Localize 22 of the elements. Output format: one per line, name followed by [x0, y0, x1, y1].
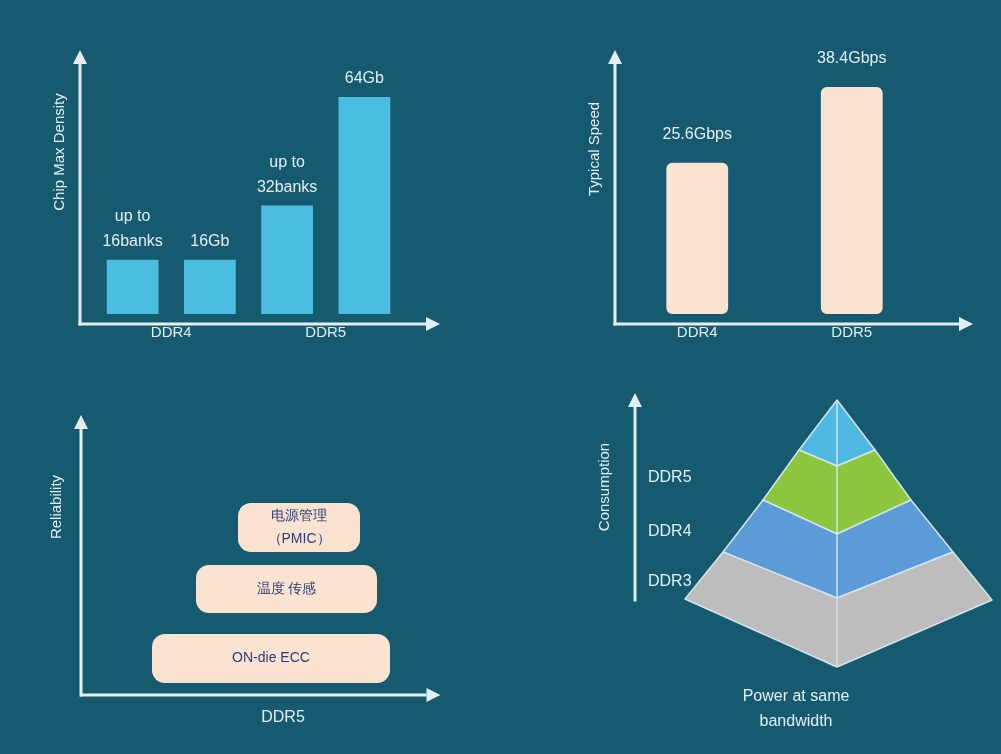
x-tick-label: DDR5 [305, 323, 347, 341]
x-tick-label: DDR5 [831, 323, 873, 341]
text: Consumption [595, 442, 613, 532]
y-axis-title: Chip Max Density [50, 92, 68, 211]
text: DDR5 [648, 468, 692, 486]
text: 电源管理（PMIC） [267, 506, 331, 546]
text: Power at same bandwidth [742, 687, 850, 730]
data-label: 16Gb [190, 232, 230, 250]
y-axis-title: Typical Speed [585, 101, 603, 197]
text: ON-die ECC [232, 649, 310, 666]
data-label: 25.6Gbps [662, 125, 732, 143]
text: Reliability [47, 474, 65, 540]
text: DDR5 [261, 708, 305, 726]
text: DDR3 [648, 572, 692, 590]
data-label: up to 16banks [102, 207, 163, 250]
text: DDR4 [648, 522, 692, 540]
x-tick-label: DDR4 [676, 323, 718, 341]
data-label: 38.4Gbps [817, 49, 887, 67]
text: 温度 传感 [256, 579, 317, 596]
data-label: up to 32banks [256, 152, 318, 195]
data-label: 64Gb [344, 69, 385, 87]
x-tick-label: DDR4 [150, 323, 192, 341]
